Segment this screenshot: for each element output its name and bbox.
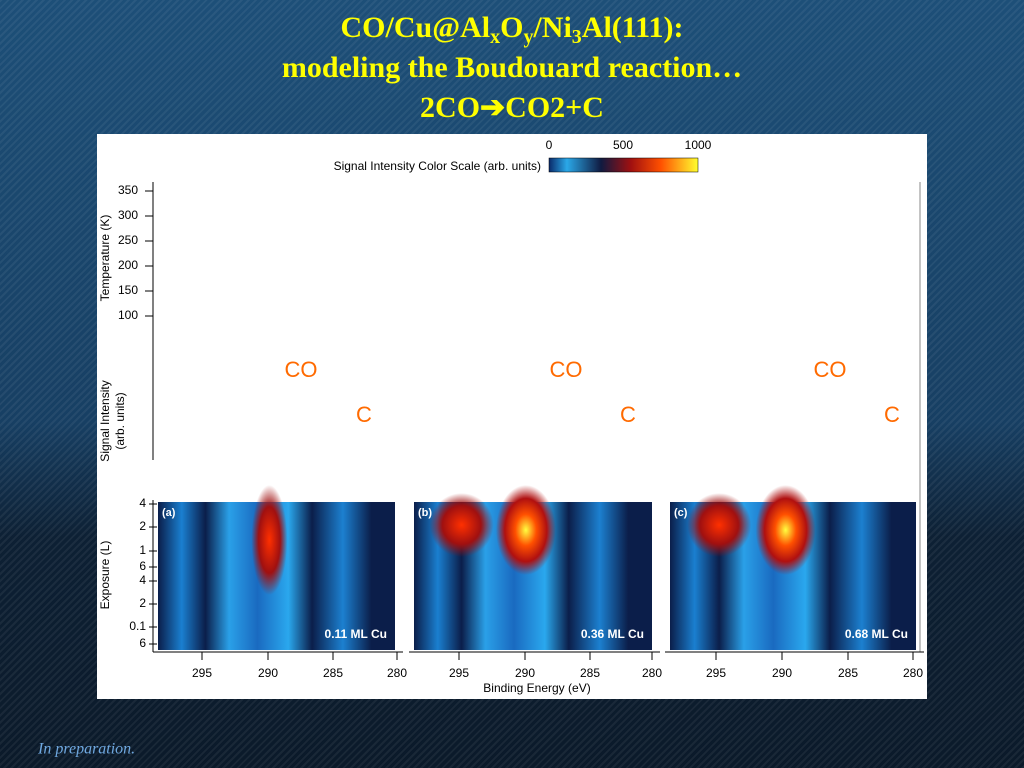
exposure-tick: 6: [139, 636, 146, 650]
peak-label: C: [884, 402, 900, 427]
color-scale-tick: 0: [546, 138, 553, 152]
exposure-tick: 1: [139, 543, 146, 557]
peak-label: CO: [550, 357, 583, 382]
title-line2: modeling the Boudouard reaction…: [282, 51, 742, 84]
temperature-label: Temperature (K): [98, 215, 112, 302]
peak-label: CO: [814, 357, 847, 382]
exposure-tick: 2: [139, 519, 146, 533]
color-scale-tick: 1000: [685, 138, 712, 152]
subscript: 3: [572, 26, 582, 48]
x-tick: 285: [838, 666, 858, 680]
x-tick: 280: [903, 666, 923, 680]
coverage-label: 0.36 ML Cu: [581, 627, 644, 641]
panel-label: (b): [418, 507, 432, 519]
panel-label: (c): [674, 507, 688, 519]
title-line3: 2CO➔CO2+C: [420, 91, 604, 124]
color-scale-tick: 500: [613, 138, 633, 152]
color-scale: [548, 157, 699, 173]
x-tick: 290: [515, 666, 535, 680]
title-part: /Ni: [532, 11, 571, 44]
x-tick: 285: [323, 666, 343, 680]
exposure-tick: 6: [139, 559, 146, 573]
color-scale-label: Signal Intensity Color Scale (arb. units…: [334, 159, 541, 173]
subscript: x: [490, 26, 500, 48]
x-tick: 280: [387, 666, 407, 680]
x-tick: 295: [449, 666, 469, 680]
exposure-tick: 2: [139, 596, 146, 610]
coverage-label: 0.68 ML Cu: [845, 627, 908, 641]
exposure-tick: 4: [139, 573, 146, 587]
intensity-label: Signal Intensity: [98, 380, 112, 461]
x-tick: 290: [258, 666, 278, 680]
temperature-tick: 350: [118, 183, 138, 197]
panel-label: (a): [162, 507, 176, 519]
peak-label: C: [620, 402, 636, 427]
heatmap-peak: [495, 485, 556, 575]
temperature-tick: 150: [118, 283, 138, 297]
exposure-tick: 4: [139, 496, 146, 510]
exposure-tick: 0.1: [129, 619, 146, 633]
title-line1: CO/Cu@AlxOy/Ni3Al(111):: [341, 11, 684, 48]
footer: In preparation.: [37, 741, 135, 758]
temperature-tick: 250: [118, 233, 138, 247]
title-part: O: [500, 11, 523, 44]
x-tick: 295: [706, 666, 726, 680]
subscript: y: [523, 26, 533, 48]
exposure-label: Exposure (L): [98, 541, 112, 610]
title-part: Al(111):: [582, 11, 684, 44]
x-axis-label: Binding Energy (eV): [483, 681, 590, 695]
x-tick: 280: [642, 666, 662, 680]
temperature-tick: 300: [118, 208, 138, 222]
title-part: CO/Cu@Al: [341, 11, 491, 44]
temperature-tick: 200: [118, 258, 138, 272]
x-tick: 290: [772, 666, 792, 680]
heatmap-peak: [429, 493, 494, 557]
heatmap-peak: [755, 485, 816, 575]
coverage-label: 0.11 ML Cu: [325, 627, 387, 641]
peak-label: C: [356, 402, 372, 427]
intensity-label: (arb. units): [113, 392, 127, 449]
heatmap-peak: [687, 493, 752, 557]
temperature-tick: 100: [118, 308, 138, 322]
heatmap-peak: [251, 485, 288, 595]
x-tick: 295: [192, 666, 212, 680]
x-tick: 285: [580, 666, 600, 680]
peak-label: CO: [285, 357, 318, 382]
